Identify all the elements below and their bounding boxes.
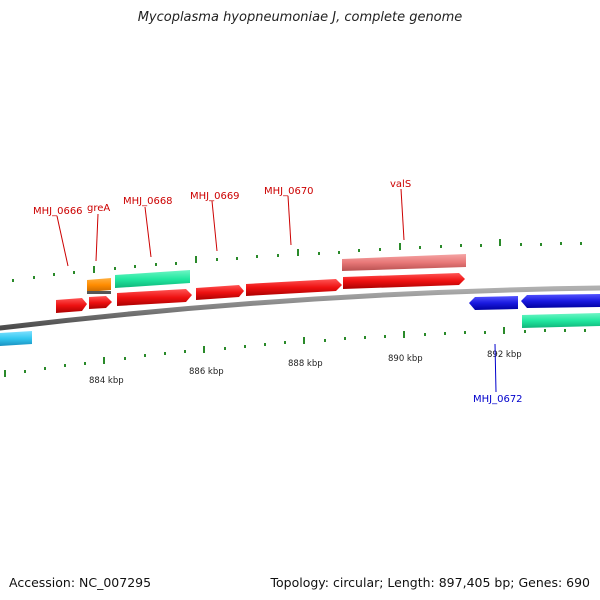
pink-feature-vals[interactable] [342,254,466,271]
map-title: Mycoplasma hyopneumoniae J, complete gen… [137,10,463,25]
light-blue-feature[interactable] [0,331,32,346]
gene-label-MHJ_0670[interactable]: MHJ_0670 [264,186,314,197]
callout-lines [56,188,405,267]
gene-label-valS[interactable]: valS [390,179,411,190]
scale-label-888: 888 kbp [288,359,323,369]
scale-label-890: 890 kbp [388,354,423,364]
gene-label-MHJ_0669[interactable]: MHJ_0669 [190,191,240,202]
gene-arrow-MHJ_0672[interactable] [469,296,518,310]
gene-arrow-greA[interactable] [89,296,112,309]
trna-feature-underline [87,291,111,294]
scale-label-892: 892 kbp [487,350,522,360]
gene-arrow-MHJ_0668[interactable] [117,289,192,306]
gene-label-MHJ_0672[interactable]: MHJ_0672 [473,394,523,405]
scale-label-886: 886 kbp [189,367,224,377]
outer-tick-ring [12,239,582,282]
accession-text: Accession: NC_007295 [9,575,152,590]
gene-arrow-valS[interactable] [343,273,465,289]
gene-label-greA[interactable]: greA [87,203,110,214]
gene-arrow-MHJ_0666[interactable] [56,298,87,313]
green-feature-upper[interactable] [115,270,190,288]
genome-backbone [0,285,600,331]
gene-arrow-MHJ_0669[interactable] [196,285,244,300]
gene-label-MHJ_0668[interactable]: MHJ_0668 [123,196,173,207]
callout-line-MHJ_0672 [494,343,497,393]
gene-arrow-MHJ_0670[interactable] [246,279,342,296]
inner-tick-ring [4,327,586,377]
genome-summary-text: Topology: circular; Length: 897,405 bp; … [270,575,591,590]
green-feature-lower[interactable] [522,313,600,328]
scale-label-884: 884 kbp [89,376,124,386]
gene-arrow-next-reverse[interactable] [521,294,600,308]
trna-feature[interactable] [87,278,111,292]
gene-label-MHJ_0666[interactable]: MHJ_0666 [33,206,83,217]
